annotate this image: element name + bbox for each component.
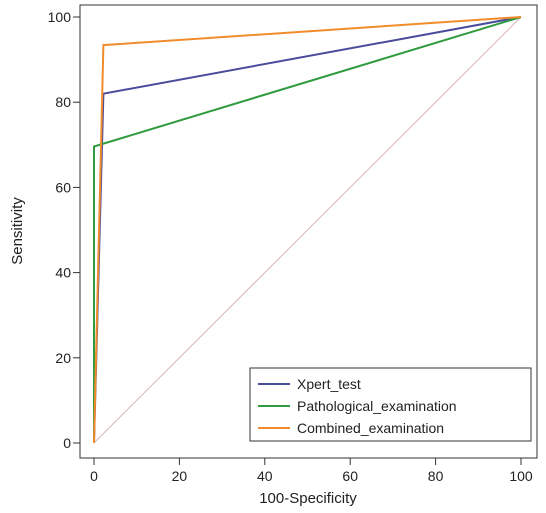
x-tick-label: 20: [172, 468, 188, 484]
x-tick-label: 100: [509, 468, 533, 484]
y-tick-label: 20: [55, 350, 71, 366]
axes-layer: 0 20 40 60 80 100 0 20 40 60 80 100: [48, 9, 533, 484]
y-tick-label: 100: [48, 9, 72, 25]
series-line-combined-examination: [93, 16, 522, 444]
legend-label: Xpert_test: [297, 376, 361, 392]
x-tick-label: 40: [257, 468, 273, 484]
y-tick-label: 80: [55, 94, 71, 110]
x-tick-label: 80: [428, 468, 444, 484]
x-tick-label: 0: [90, 468, 98, 484]
y-tick-label: 40: [55, 265, 71, 281]
y-tick-label: 60: [55, 179, 71, 195]
reference-layer: [93, 16, 522, 444]
x-tick-label: 60: [342, 468, 358, 484]
legend-label: Combined_examination: [297, 420, 444, 436]
y-axis-title: Sensitivity: [9, 197, 26, 265]
y-tick-label: 0: [63, 435, 71, 451]
plot-frame: [79, 4, 538, 459]
reference-diagonal-line: [93, 16, 522, 444]
legend-label: Pathological_examination: [297, 398, 457, 414]
x-axis-title: 100-Specificity: [259, 490, 357, 507]
legend: Xpert_test Pathological_examination Combin…: [249, 367, 532, 442]
series-line-pathological-examination: [93, 16, 522, 443]
legend-box: [249, 367, 532, 442]
legend-items: Xpert_test Pathological_examination Combin…: [258, 376, 457, 436]
series-layer: [93, 16, 522, 444]
